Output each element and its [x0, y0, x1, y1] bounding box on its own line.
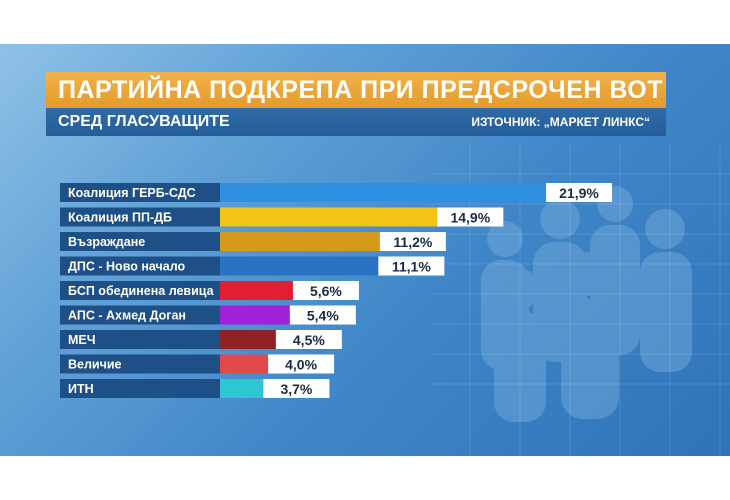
chart-title: ПАРТИЙНА ПОДКРЕПА ПРИ ПРЕДСРОЧЕН ВОТ [46, 72, 666, 108]
category-label: Коалиция ПП-ДБ [68, 211, 172, 225]
bar [220, 330, 290, 349]
value-label-bg [292, 281, 359, 300]
bar [220, 281, 307, 300]
value-label-bg [268, 354, 335, 374]
value-label-bg [437, 207, 504, 227]
category-label: МЕЧ [68, 333, 96, 347]
category-label: ДПС - Ново начало [68, 260, 185, 274]
data-label: 4,0% [285, 357, 317, 373]
bar-label-bg [60, 281, 220, 300]
bar [220, 379, 278, 398]
bar-label-bg [60, 232, 220, 251]
data-label: 5,6% [310, 283, 342, 299]
chart-subtitle: СРЕД ГЛАСУВАЩИТЕ [58, 113, 230, 130]
data-label: 11,1% [392, 259, 431, 275]
bar [220, 207, 452, 227]
data-label: 11,2% [393, 234, 432, 250]
bar-label-bg [60, 354, 220, 374]
bar [220, 354, 283, 374]
bar-label-bg [60, 379, 220, 398]
value-label-bg [289, 305, 356, 325]
bar-label-bg [60, 207, 220, 227]
category-label: ИТН [68, 382, 94, 396]
people-silhouettes-icon [430, 144, 730, 456]
data-label: 3,7% [280, 381, 312, 397]
data-label: 14,9% [450, 210, 490, 226]
bar-label-bg [60, 256, 220, 276]
bar [220, 256, 393, 276]
category-label: Възраждане [68, 235, 145, 249]
bar-label-bg [60, 330, 220, 349]
value-label-bg [275, 330, 342, 349]
category-label: АПС - Ахмед Доган [68, 309, 186, 323]
value-label-bg [546, 183, 612, 202]
category-label: Коалиция ГЕРБ-СДС [68, 186, 196, 200]
bar-label-bg [60, 305, 220, 325]
value-label-bg [378, 256, 445, 276]
source-note: ИЗТОЧНИК: „МАРКЕТ ЛИНКС“ [471, 115, 650, 129]
bar [220, 183, 560, 202]
category-label: Величие [68, 358, 122, 372]
data-label: 21,9% [559, 185, 599, 201]
value-label-bg [379, 232, 446, 251]
bar-label-bg [60, 183, 220, 202]
bar [220, 232, 394, 251]
bar [220, 305, 304, 325]
value-label-bg [263, 379, 330, 398]
data-label: 5,4% [307, 308, 339, 324]
category-label: БСП обединена левица [68, 284, 215, 298]
data-label: 4,5% [293, 332, 325, 348]
subtitle-bar: СРЕД ГЛАСУВАЩИТЕ ИЗТОЧНИК: „МАРКЕТ ЛИНКС… [46, 108, 666, 136]
